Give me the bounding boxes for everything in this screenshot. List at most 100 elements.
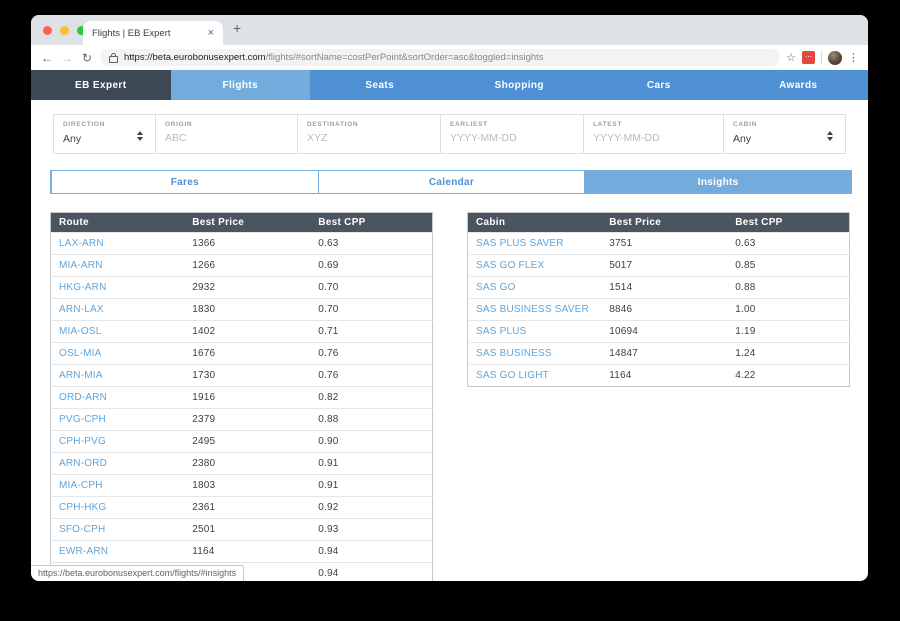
best-price-value: 8846	[601, 298, 728, 321]
view-tab[interactable]: Calendar	[317, 171, 585, 193]
route-link[interactable]: OSL-MIA	[50, 342, 185, 365]
cabin-select[interactable]: CABIN Any	[723, 114, 846, 154]
latest-input[interactable]	[593, 132, 715, 144]
best-cpp-value: 0.91	[310, 474, 433, 497]
table-header-row: Route Best Price Best CPP	[50, 212, 433, 233]
origin-input[interactable]	[165, 132, 289, 144]
site-nav-item[interactable]: Awards	[728, 70, 868, 100]
site-nav-item[interactable]: Seats	[310, 70, 450, 100]
route-link[interactable]: LAX-ARN	[50, 232, 185, 255]
site-nav-item[interactable]: Cars	[589, 70, 729, 100]
cabin-link[interactable]: SAS GO FLEX	[467, 254, 602, 277]
table-row: ARN-ORD 2380 0.91	[50, 452, 433, 475]
url-path: /flights/#sortName=costPerPoint&sortOrde…	[265, 52, 544, 63]
earliest-input[interactable]	[450, 132, 575, 144]
browser-menu-icon[interactable]: ⋮	[848, 52, 859, 64]
route-link[interactable]: ARN-MIA	[50, 364, 185, 387]
destination-input[interactable]	[307, 132, 432, 144]
bookmark-star-icon[interactable]: ☆	[786, 52, 796, 64]
site-nav-item[interactable]: Flights	[170, 70, 310, 100]
close-tab-icon[interactable]: ×	[207, 26, 214, 39]
earliest-field: EARLIEST	[440, 114, 584, 154]
best-price-column-header[interactable]: Best Price	[601, 212, 728, 233]
route-link[interactable]: PVG-CPH	[50, 408, 185, 431]
profile-avatar[interactable]	[828, 50, 842, 65]
best-cpp-value: 0.93	[310, 518, 433, 541]
best-cpp-column-header[interactable]: Best CPP	[727, 212, 850, 233]
best-price-value: 2361	[184, 496, 311, 519]
route-link[interactable]: SFO-CPH	[50, 518, 185, 541]
best-cpp-column-header[interactable]: Best CPP	[310, 212, 433, 233]
select-arrows-icon	[137, 131, 144, 141]
site-nav-item[interactable]: EB Expert	[31, 70, 171, 100]
reload-icon[interactable]: ↻	[81, 50, 93, 65]
route-link[interactable]: CPH-PVG	[50, 430, 185, 453]
url-domain: https://beta.eurobonusexpert.com	[124, 52, 266, 63]
cabin-link[interactable]: SAS PLUS	[467, 320, 602, 343]
cabin-label: CABIN	[733, 121, 758, 128]
best-cpp-value: 0.70	[310, 298, 433, 321]
direction-value: Any	[63, 133, 82, 145]
table-row: CPH-PVG 2495 0.90	[50, 430, 433, 453]
table-row: HKG-ARN 2932 0.70	[50, 276, 433, 299]
view-tab[interactable]: Fares	[51, 171, 318, 193]
origin-field: ORIGIN	[155, 114, 298, 154]
zoom-window-button[interactable]	[77, 26, 86, 35]
cabin-column-header[interactable]: Cabin	[467, 212, 602, 233]
route-link[interactable]: CPH-HKG	[50, 496, 185, 519]
minimize-window-button[interactable]	[60, 26, 69, 35]
best-price-value: 1830	[184, 298, 311, 321]
route-link[interactable]: MIA-CPH	[50, 474, 185, 497]
search-filters: DIRECTION Any ORIGIN DESTINATION EARLIES…	[53, 114, 868, 154]
best-cpp-value: 0.63	[727, 232, 850, 255]
window-controls	[43, 26, 86, 35]
best-price-value: 14847	[601, 342, 728, 365]
cabin-insights-table: Cabin Best Price Best CPP SAS PLUS SAVER…	[467, 212, 850, 387]
toolbar-divider	[821, 51, 822, 64]
route-link[interactable]: HKG-ARN	[50, 276, 185, 299]
address-bar[interactable]: https://beta.eurobonusexpert.com/flights…	[100, 49, 781, 66]
cabin-link[interactable]: SAS PLUS SAVER	[467, 232, 602, 255]
cabin-link[interactable]: SAS GO LIGHT	[467, 364, 602, 387]
site-nav-item[interactable]: Shopping	[449, 70, 589, 100]
table-row: SFO-CPH 2501 0.93	[50, 518, 433, 541]
direction-label: DIRECTION	[63, 121, 106, 128]
best-cpp-value: 0.91	[310, 452, 433, 475]
route-link[interactable]: EWR-ARN	[50, 540, 185, 563]
browser-tab[interactable]: Flights | EB Expert ×	[83, 21, 223, 45]
best-price-value: 1916	[184, 386, 311, 409]
new-tab-button[interactable]: +	[233, 20, 242, 36]
table-row: SAS GO 1514 0.88	[467, 276, 850, 299]
best-cpp-value: 0.88	[727, 276, 850, 299]
best-price-value: 3751	[601, 232, 728, 255]
best-cpp-value: 1.19	[727, 320, 850, 343]
close-window-button[interactable]	[43, 26, 52, 35]
cabin-link[interactable]: SAS GO	[467, 276, 602, 299]
cabin-link[interactable]: SAS BUSINESS	[467, 342, 602, 365]
route-link[interactable]: ARN-ORD	[50, 452, 185, 475]
best-price-value: 2380	[184, 452, 311, 475]
best-cpp-value: 0.76	[310, 342, 433, 365]
view-tab[interactable]: Insights	[584, 171, 852, 193]
best-price-value: 1266	[184, 254, 311, 277]
site-nav-item-label: Cars	[646, 79, 671, 91]
destination-label: DESTINATION	[307, 121, 359, 128]
back-icon[interactable]: ←	[41, 50, 53, 65]
route-link[interactable]: ARN-LAX	[50, 298, 185, 321]
table-row: SAS GO LIGHT 1164 4.22	[467, 364, 850, 387]
lock-icon	[109, 52, 118, 63]
forward-icon[interactable]: →	[61, 50, 73, 65]
cabin-link[interactable]: SAS BUSINESS SAVER	[467, 298, 602, 321]
extension-icon[interactable]: ⋯	[802, 51, 815, 64]
best-price-value: 1730	[184, 364, 311, 387]
table-row: PVG-CPH 2379 0.88	[50, 408, 433, 431]
view-tab-label: Insights	[697, 176, 739, 188]
route-link[interactable]: MIA-ARN	[50, 254, 185, 277]
best-cpp-value: 0.85	[727, 254, 850, 277]
route-link[interactable]: MIA-OSL	[50, 320, 185, 343]
route-column-header[interactable]: Route	[50, 212, 185, 233]
route-link[interactable]: ORD-ARN	[50, 386, 185, 409]
direction-select[interactable]: DIRECTION Any	[53, 114, 156, 154]
best-price-column-header[interactable]: Best Price	[184, 212, 311, 233]
best-cpp-value: 0.94	[310, 540, 433, 563]
